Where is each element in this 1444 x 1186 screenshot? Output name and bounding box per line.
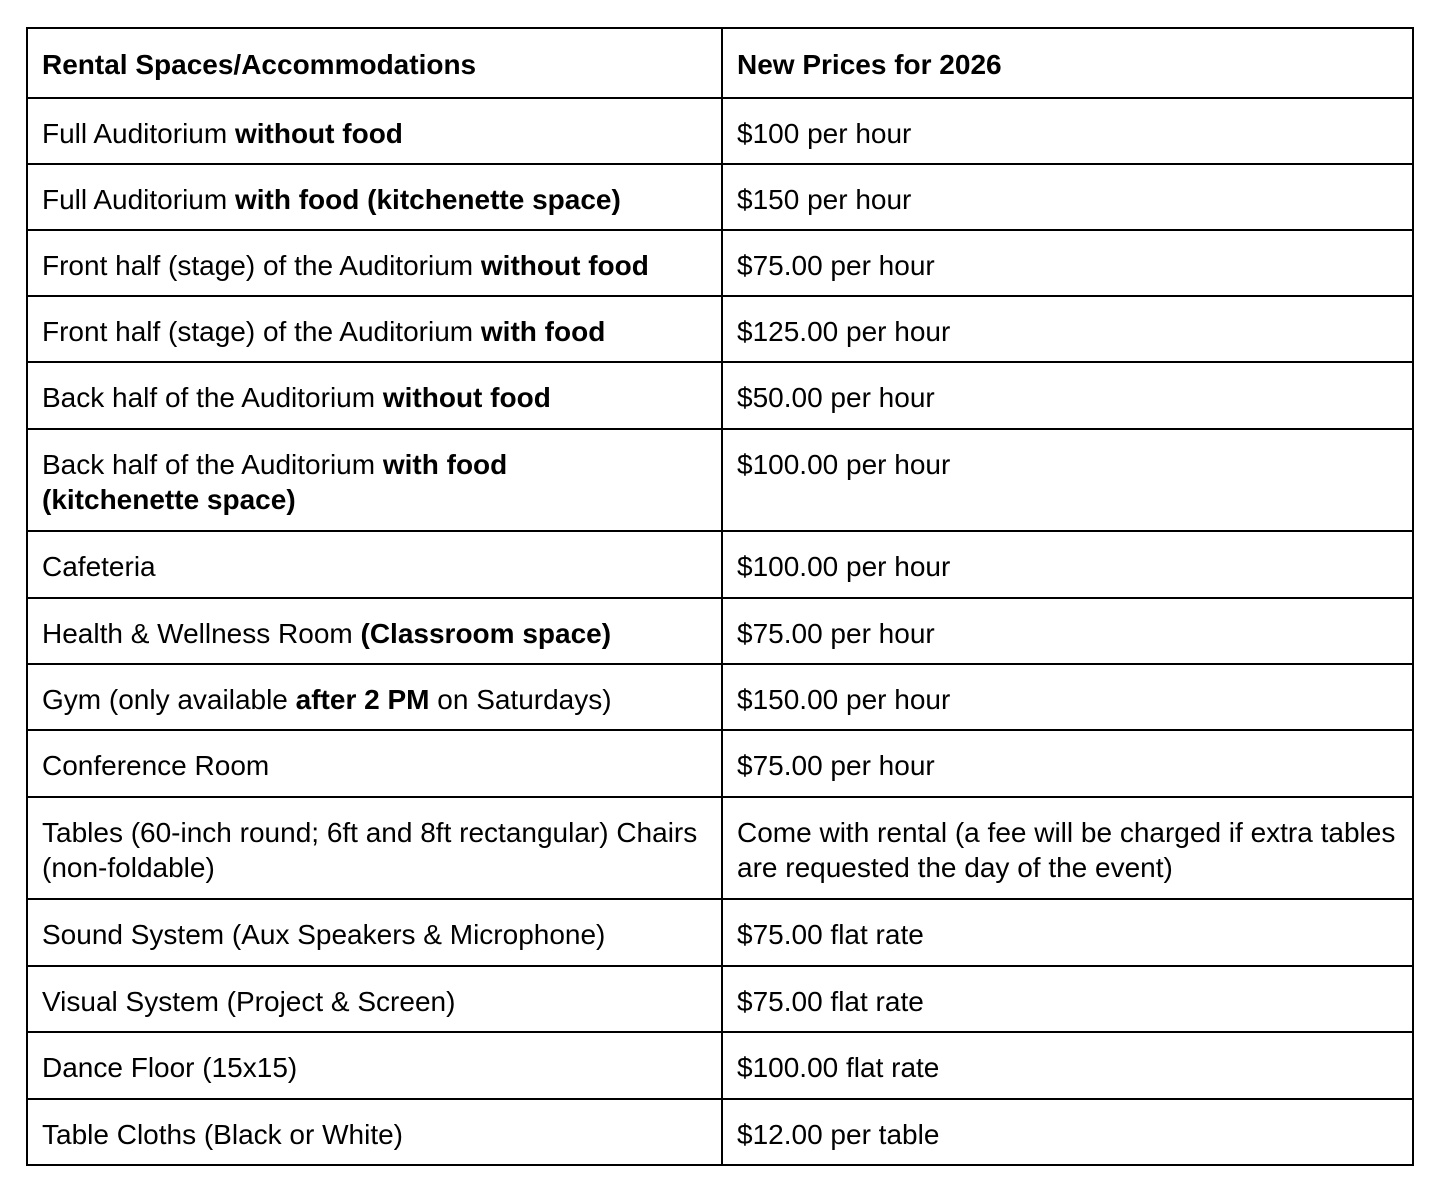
- table-row: Front half (stage) of the Auditorium wit…: [26, 229, 1414, 297]
- text: Sound System (Aux Speakers & Microphone): [42, 919, 606, 950]
- price-cell: $75.00 flat rate: [721, 898, 1414, 967]
- space-cell: Back half of the Auditorium with food (k…: [26, 428, 723, 532]
- space-cell: Sound System (Aux Speakers & Microphone): [26, 898, 723, 967]
- space-cell: Table Cloths (Black or White): [26, 1098, 723, 1166]
- text: Back half of the Auditorium: [42, 382, 383, 413]
- space-cell: Full Auditorium with food (kitchenette s…: [26, 163, 723, 231]
- text: Front half (stage) of the Auditorium: [42, 250, 481, 281]
- text: on Saturdays): [429, 684, 612, 715]
- table-row: Front half (stage) of the Auditorium wit…: [26, 295, 1414, 363]
- text: $125.00 per hour: [737, 316, 951, 347]
- text: Come with rental (a fee will be charged …: [737, 817, 1396, 883]
- header-row: Rental Spaces/Accommodations New Prices …: [26, 27, 1414, 99]
- text: $75.00 per hour: [737, 750, 935, 781]
- text: Full Auditorium: [42, 118, 235, 149]
- text: Conference Room: [42, 750, 270, 781]
- text: Full Auditorium: [42, 184, 235, 215]
- table-row: Sound System (Aux Speakers & Microphone)…: [26, 898, 1414, 967]
- price-cell: Come with rental (a fee will be charged …: [721, 796, 1414, 900]
- table-row: Dance Floor (15x15) $100.00 flat rate: [26, 1031, 1414, 1100]
- text: Table Cloths (Black or White): [42, 1119, 404, 1150]
- space-cell: Full Auditorium without food: [26, 97, 723, 165]
- bold-text: without food: [480, 250, 649, 281]
- text: $50.00 per hour: [737, 382, 935, 413]
- price-cell: $100 per hour: [721, 97, 1414, 165]
- table-row: Full Auditorium with food (kitchenette s…: [26, 163, 1414, 231]
- table-row: Full Auditorium without food $100 per hou…: [26, 97, 1414, 165]
- table-row: Conference Room $75.00 per hour: [26, 729, 1414, 798]
- table-row: Tables (60-inch round; 6ft and 8ft recta…: [26, 796, 1414, 900]
- bold-text: with food (kitchenette space): [42, 449, 508, 515]
- space-cell: Visual System (Project & Screen): [26, 965, 723, 1033]
- text: Health & Wellness Room: [42, 618, 361, 649]
- space-cell: Front half (stage) of the Auditorium wit…: [26, 295, 723, 363]
- price-cell: $12.00 per table: [721, 1098, 1414, 1166]
- price-cell: $75.00 flat rate: [721, 965, 1414, 1033]
- space-cell: Back half of the Auditorium without food: [26, 361, 723, 430]
- text: $150.00 per hour: [737, 684, 951, 715]
- bold-text: without food: [382, 382, 551, 413]
- space-cell: Front half (stage) of the Auditorium wit…: [26, 229, 723, 297]
- text: $100.00 flat rate: [737, 1052, 940, 1083]
- text: $100 per hour: [737, 118, 912, 149]
- text: $12.00 per table: [737, 1119, 940, 1150]
- space-cell: Cafeteria: [26, 530, 723, 599]
- table-row: Back half of the Auditorium with food (k…: [26, 428, 1414, 532]
- rental-prices-table: Rental Spaces/Accommodations New Prices …: [26, 27, 1414, 1166]
- table-row: Health & Wellness Room (Classroom space)…: [26, 597, 1414, 665]
- bold-text: with food (kitchenette space): [234, 184, 621, 215]
- space-cell: Gym (only available after 2 PM on Saturd…: [26, 663, 723, 731]
- price-cell: $150 per hour: [721, 163, 1414, 231]
- table-row: Cafeteria $100.00 per hour: [26, 530, 1414, 599]
- text: Tables (60-inch round; 6ft and 8ft recta…: [42, 817, 698, 883]
- price-cell: $50.00 per hour: [721, 361, 1414, 430]
- text: Gym (only available: [42, 684, 296, 715]
- text: $75.00 per hour: [737, 618, 935, 649]
- bold-text: (Classroom space): [360, 618, 612, 649]
- table-row: Back half of the Auditorium without food…: [26, 361, 1414, 430]
- text: $100.00 per hour: [737, 449, 951, 480]
- header-new-prices: New Prices for 2026: [721, 27, 1414, 99]
- price-cell: $150.00 per hour: [721, 663, 1414, 731]
- text: $75.00 per hour: [737, 250, 935, 281]
- price-cell: $125.00 per hour: [721, 295, 1414, 363]
- space-cell: Dance Floor (15x15): [26, 1031, 723, 1100]
- price-cell: $75.00 per hour: [721, 729, 1414, 798]
- header-rental-spaces: Rental Spaces/Accommodations: [26, 27, 723, 99]
- text: $100.00 per hour: [737, 551, 951, 582]
- price-cell: $75.00 per hour: [721, 229, 1414, 297]
- price-cell: $100.00 per hour: [721, 428, 1414, 532]
- price-cell: $75.00 per hour: [721, 597, 1414, 665]
- text: Back half of the Auditorium: [42, 449, 383, 480]
- bold-text: without food: [234, 118, 403, 149]
- text: Visual System (Project & Screen): [42, 986, 456, 1017]
- price-cell: $100.00 flat rate: [721, 1031, 1414, 1100]
- text: $150 per hour: [737, 184, 912, 215]
- table-row: Table Cloths (Black or White) $12.00 per …: [26, 1098, 1414, 1166]
- text: $75.00 flat rate: [737, 986, 924, 1017]
- price-cell: $100.00 per hour: [721, 530, 1414, 599]
- bold-text: after 2 PM: [295, 684, 430, 715]
- bold-text: with food: [480, 316, 606, 347]
- text: Dance Floor (15x15): [42, 1052, 298, 1083]
- text: Cafeteria: [42, 551, 156, 582]
- table-row: Gym (only available after 2 PM on Saturd…: [26, 663, 1414, 731]
- space-cell: Conference Room: [26, 729, 723, 798]
- text: $75.00 flat rate: [737, 919, 924, 950]
- space-cell: Health & Wellness Room (Classroom space): [26, 597, 723, 665]
- text: Front half (stage) of the Auditorium: [42, 316, 481, 347]
- table-row: Visual System (Project & Screen) $75.00 f…: [26, 965, 1414, 1033]
- space-cell: Tables (60-inch round; 6ft and 8ft recta…: [26, 796, 723, 900]
